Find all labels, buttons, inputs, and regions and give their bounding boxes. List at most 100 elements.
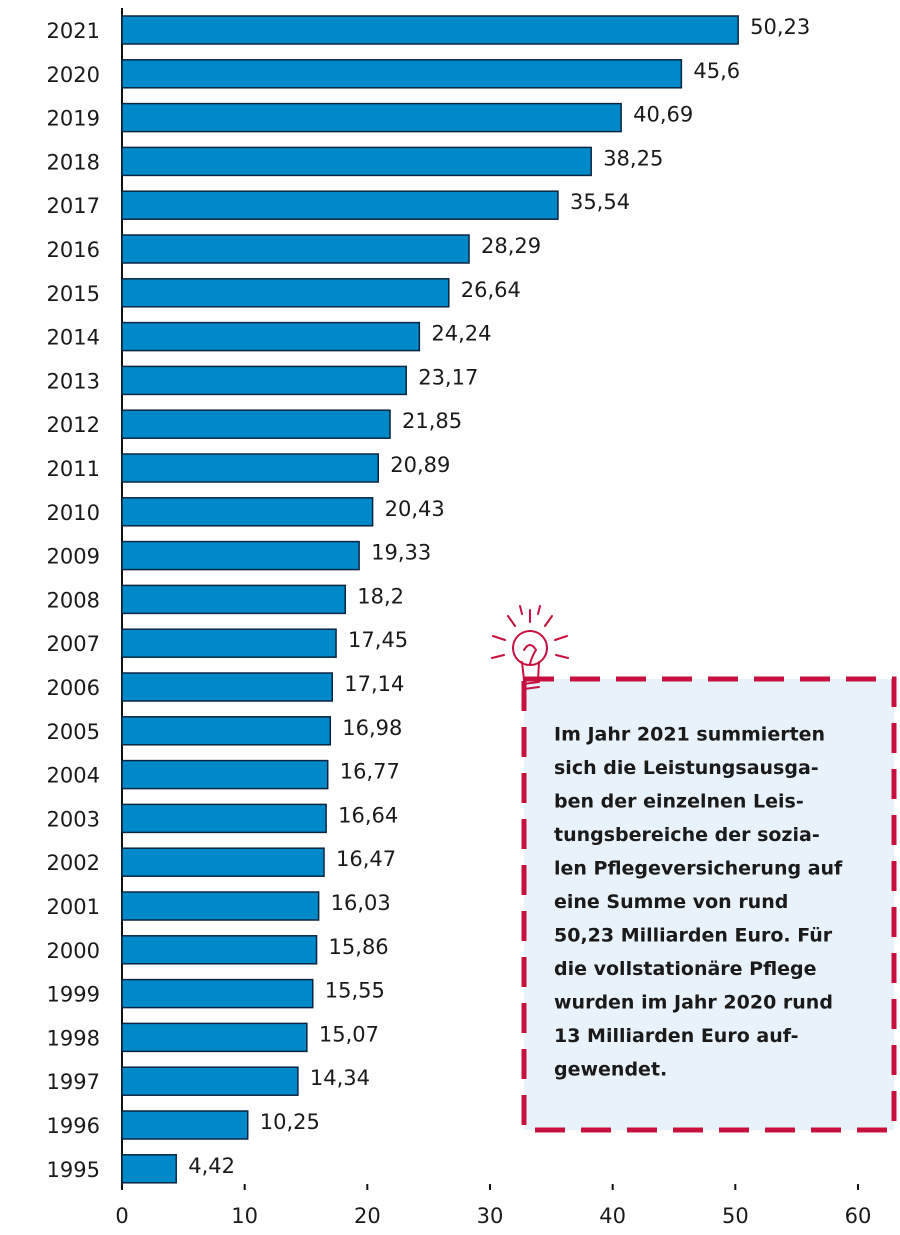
bar <box>121 453 380 483</box>
bar <box>121 1022 308 1053</box>
value-label: 16,77 <box>340 760 400 784</box>
value-label: 23,17 <box>418 365 478 389</box>
value-label: 15,55 <box>325 979 385 1003</box>
bar <box>121 803 327 834</box>
value-label: 16,03 <box>331 891 391 915</box>
y-tick-label: 2013 <box>47 369 100 393</box>
value-label: 50,23 <box>750 15 810 39</box>
y-tick-label: 2020 <box>47 63 100 87</box>
bar <box>121 584 347 615</box>
value-label: 15,86 <box>329 935 389 959</box>
value-label: 26,64 <box>461 278 521 302</box>
annotation-text: 13 Milliarden Euro auf- <box>554 1025 799 1047</box>
annotation-text: len Pflegeversicherung auf <box>554 858 843 880</box>
bar <box>121 672 334 702</box>
x-tick-label: 40 <box>599 1204 626 1228</box>
y-tick-label: 2009 <box>47 545 100 569</box>
bar <box>121 540 360 571</box>
annotation-text: 50,23 Milliarden Euro. Für <box>554 925 833 947</box>
x-tick-label: 20 <box>354 1204 381 1228</box>
annotation-text: tungsbereiche der sozia- <box>554 824 820 846</box>
y-tick-label: 2004 <box>47 764 100 788</box>
value-label: 16,47 <box>336 847 396 871</box>
y-tick-label: 2017 <box>47 194 100 218</box>
annotation-text: eine Summe von rund <box>554 891 788 913</box>
bar <box>121 146 592 177</box>
y-tick-label: 2019 <box>47 107 100 131</box>
bar <box>121 234 470 264</box>
annotation-text: sich die Leistungsausga- <box>554 757 819 779</box>
bar <box>121 759 329 790</box>
bar <box>121 847 325 877</box>
value-label: 24,24 <box>431 322 491 346</box>
annotation-box <box>521 676 897 1133</box>
y-tick-label: 2018 <box>47 150 100 174</box>
value-label: 18,2 <box>357 584 404 608</box>
bar <box>121 716 332 746</box>
bar <box>121 1110 249 1140</box>
bar <box>121 409 391 439</box>
value-label: 35,54 <box>570 190 630 214</box>
x-tick-label: 30 <box>477 1204 504 1228</box>
y-tick-label: 2003 <box>47 807 100 831</box>
y-tick-label: 2021 <box>47 19 100 43</box>
bar <box>121 497 374 527</box>
value-label: 14,34 <box>310 1066 370 1090</box>
value-label: 20,43 <box>385 497 445 521</box>
y-tick-label: 2011 <box>47 457 100 481</box>
value-label: 10,25 <box>260 1110 320 1134</box>
value-label: 20,89 <box>390 453 450 477</box>
value-label: 17,14 <box>344 672 404 696</box>
bar <box>121 321 421 352</box>
annotation-text: wurden im Jahr 2020 rund <box>554 992 833 1014</box>
x-tick-label: 0 <box>115 1204 128 1228</box>
bar <box>121 102 622 133</box>
value-label: 28,29 <box>481 234 541 258</box>
value-label: 17,45 <box>348 628 408 652</box>
value-label: 19,33 <box>371 541 431 565</box>
bar <box>121 365 407 396</box>
y-tick-label: 2001 <box>47 895 100 919</box>
value-label: 16,98 <box>342 716 402 740</box>
value-label: 4,42 <box>188 1154 235 1178</box>
value-label: 16,64 <box>338 803 398 827</box>
y-tick-label: 1997 <box>47 1070 100 1094</box>
bar <box>121 978 314 1009</box>
y-tick-label: 1995 <box>47 1158 100 1182</box>
y-tick-label: 2002 <box>47 851 100 875</box>
y-tick-label: 2010 <box>47 501 100 525</box>
y-tick-label: 2005 <box>47 720 100 744</box>
y-tick-label: 2016 <box>47 238 100 262</box>
y-tick-label: 2006 <box>47 676 100 700</box>
y-tick-label: 1999 <box>47 983 100 1007</box>
value-label: 45,6 <box>693 59 740 83</box>
bar <box>121 278 450 308</box>
lightbulb-icon <box>491 605 569 690</box>
y-tick-label: 1998 <box>47 1026 100 1050</box>
value-label: 40,69 <box>633 103 693 127</box>
bar <box>121 15 739 45</box>
y-tick-label: 2007 <box>47 632 100 656</box>
bar <box>121 1066 299 1096</box>
annotation-text: die vollstationäre Pflege <box>554 958 817 980</box>
annotation-text: Im Jahr 2021 summierten <box>554 724 825 746</box>
annotation-text: ben der einzelnen Leis- <box>554 791 804 813</box>
x-tick-label: 10 <box>231 1204 258 1228</box>
y-tick-label: 2014 <box>47 326 100 350</box>
y-tick-label: 2000 <box>47 939 100 963</box>
y-tick-label: 2012 <box>47 413 100 437</box>
bar <box>121 190 559 220</box>
value-label: 15,07 <box>319 1022 379 1046</box>
y-tick-label: 2008 <box>47 588 100 612</box>
bar <box>121 1154 177 1184</box>
bar <box>121 935 318 965</box>
value-label: 21,85 <box>402 409 462 433</box>
bar <box>121 628 337 658</box>
bar <box>121 891 320 921</box>
value-label: 38,25 <box>603 146 663 170</box>
bar <box>121 59 683 89</box>
x-tick-label: 50 <box>722 1204 749 1228</box>
x-tick-label: 60 <box>845 1204 872 1228</box>
y-tick-label: 2015 <box>47 282 100 306</box>
